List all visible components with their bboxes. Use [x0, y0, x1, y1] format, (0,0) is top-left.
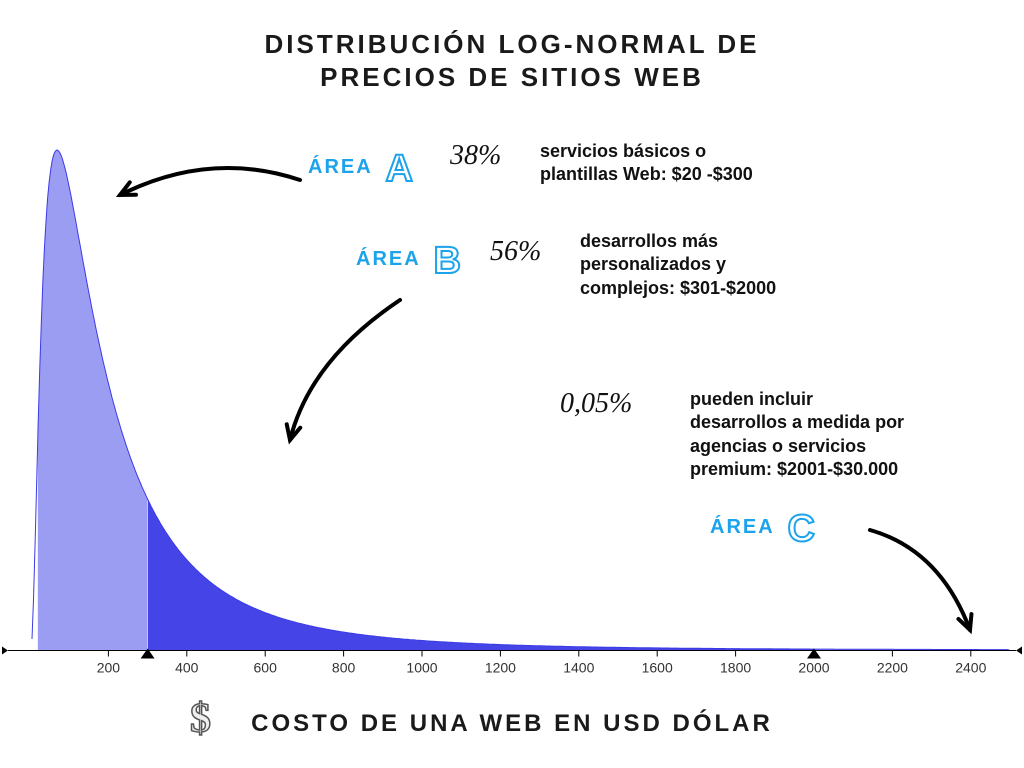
area-a-desc: servicios básicos oplantillas Web: $20 -… [540, 140, 753, 187]
area-a-label: ÁREA A [308, 148, 413, 191]
area-b-letter: B [434, 240, 461, 283]
area-a-percent: 38% [450, 140, 501, 172]
x-tick-label: 1400 [563, 660, 594, 676]
annotation-arrow [870, 530, 971, 630]
x-tick-label: 1600 [642, 660, 673, 676]
x-tick-label: 2400 [955, 660, 986, 676]
area-c-prefix: ÁREA [710, 516, 774, 538]
chart-svg: 200 400 600 800 1000 1200 1400 1600 1800 2000 2200… [0, 0, 1024, 768]
x-tick-label: 1800 [720, 660, 751, 676]
area-a-prefix: ÁREA [308, 156, 372, 178]
x-tick-label: 2000 [798, 660, 829, 676]
x-tick-label: 400 [175, 660, 199, 676]
x-tick-label: 1000 [406, 660, 437, 676]
area-b-desc: desarrollos máspersonalizados ycomplejos… [580, 230, 776, 300]
x-axis-arrowhead [2, 647, 8, 655]
dollar-icon: $ [190, 695, 211, 743]
x-tick-label: 2200 [877, 660, 908, 676]
area-c-desc: pueden incluirdesarrollos a medida porag… [690, 388, 904, 482]
x-tick-label: 1200 [485, 660, 516, 676]
area-c-letter: C [788, 508, 815, 551]
x-axis-title: COSTO DE UNA WEB EN USD DÓLAR [0, 710, 1024, 738]
area-b-percent: 56% [490, 236, 541, 268]
area-c-percent: 0,05% [560, 388, 632, 420]
area-b-prefix: ÁREA [356, 248, 420, 270]
chart-container: DISTRIBUCIÓN LOG-NORMAL DE PRECIOS DE SI… [0, 0, 1024, 768]
area-b-label: ÁREA B [356, 240, 461, 283]
x-axis-arrowhead [1016, 647, 1022, 655]
annotation-arrow [120, 168, 300, 195]
x-tick-label: 800 [332, 660, 356, 676]
x-tick-label: 200 [97, 660, 121, 676]
region-A [38, 150, 148, 650]
x-tick-label: 600 [254, 660, 278, 676]
annotation-arrow [287, 300, 400, 440]
area-c-label: ÁREA C [710, 508, 815, 551]
area-a-letter: A [386, 148, 413, 191]
